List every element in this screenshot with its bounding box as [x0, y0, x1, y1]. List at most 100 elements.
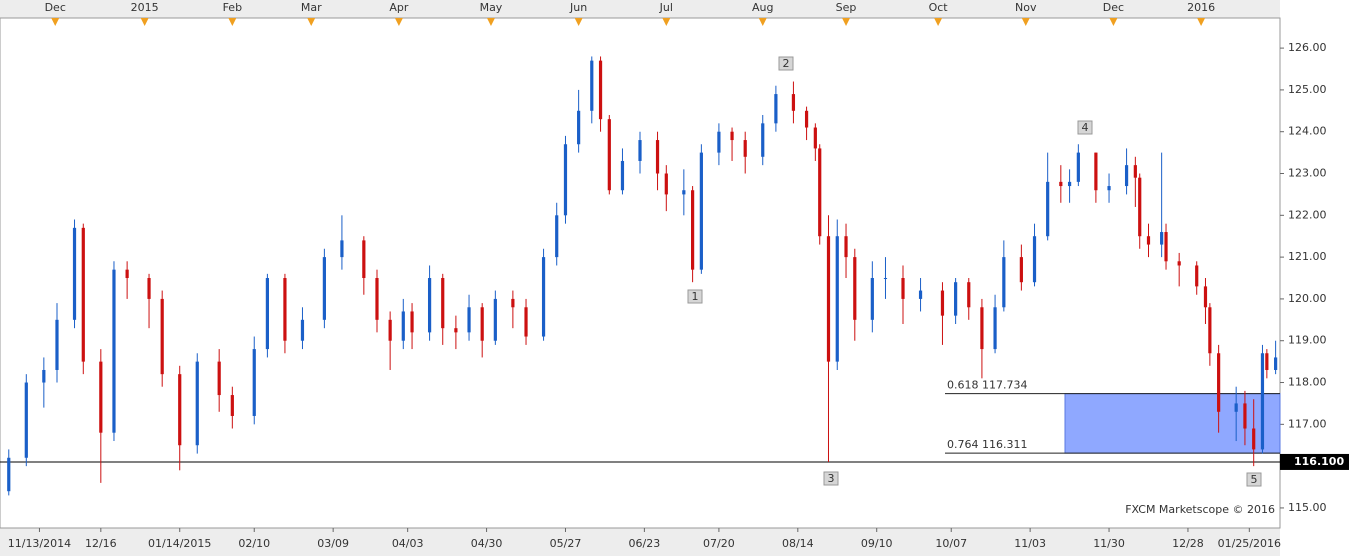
- candle-body: [730, 131, 734, 141]
- top-tick-label: 2015: [131, 1, 159, 14]
- candle-body: [804, 110, 809, 128]
- wave-label: 2: [783, 57, 790, 70]
- candle-body: [493, 298, 497, 341]
- candle-body: [1274, 357, 1278, 370]
- top-tick-label: Apr: [389, 1, 409, 14]
- wave-box: [1077, 120, 1093, 135]
- candle-body: [590, 60, 594, 111]
- y-tick-label: 123.00: [1288, 167, 1327, 180]
- top-tick-marker: [758, 18, 767, 26]
- top-tick-marker: [1021, 18, 1030, 26]
- candle-body: [1107, 186, 1111, 191]
- y-tick-label: 122.00: [1288, 208, 1327, 221]
- candle-body: [340, 240, 344, 258]
- candle-body: [761, 123, 765, 157]
- candle-body: [563, 144, 568, 216]
- y-tick-label: 118.00: [1288, 376, 1327, 389]
- x-tick-label: 07/20: [703, 537, 735, 550]
- candle-body: [691, 190, 695, 270]
- candle-body: [42, 369, 46, 383]
- top-tick-label: Feb: [223, 1, 242, 14]
- candle-body: [918, 290, 923, 299]
- x-tick-label: 12/28: [1172, 537, 1204, 550]
- x-tick-label: 03/09: [317, 537, 349, 550]
- y-tick-label: 117.00: [1288, 417, 1327, 430]
- top-tick-label: Oct: [929, 1, 949, 14]
- fib-label: 0.618 117.734: [947, 379, 1027, 392]
- top-tick-marker: [307, 18, 316, 26]
- candle-body: [901, 278, 905, 299]
- candle-body: [1265, 353, 1269, 370]
- wave-label: 3: [828, 472, 835, 485]
- candle-body: [967, 282, 971, 308]
- candle-body: [774, 94, 778, 124]
- wave-box: [778, 56, 794, 71]
- candle-body: [883, 278, 888, 280]
- candle-body: [322, 257, 326, 320]
- candle-body: [655, 140, 660, 174]
- candle-body: [1164, 232, 1168, 262]
- candle-body: [112, 269, 116, 433]
- candle-body: [1217, 353, 1221, 412]
- candle-body: [1203, 286, 1208, 308]
- x-tick-label: 10/07: [935, 537, 967, 550]
- candle-body: [1195, 265, 1199, 287]
- candle-body: [1046, 181, 1050, 237]
- x-tick-label: 11/13/2014: [8, 537, 71, 550]
- candle-body: [1019, 257, 1023, 283]
- candle-body: [954, 282, 958, 316]
- wave-label: 1: [692, 290, 699, 303]
- x-tick-label: 05/27: [550, 537, 582, 550]
- y-tick-label: 120.00: [1288, 292, 1327, 305]
- candle-body: [699, 152, 703, 270]
- candle-body: [230, 395, 234, 416]
- candle-body: [993, 307, 997, 350]
- candle-body: [1234, 403, 1238, 412]
- candle-body: [1208, 307, 1212, 354]
- candle-body: [1160, 232, 1164, 245]
- top-tick-label: Dec: [1103, 1, 1124, 14]
- x-tick-label: 01/25/2016: [1218, 537, 1281, 550]
- top-tick-label: Sep: [836, 1, 857, 14]
- bottom-axis: [0, 528, 1280, 556]
- candle-body: [24, 382, 28, 458]
- top-tick-label: Nov: [1015, 1, 1037, 14]
- candle-body: [388, 319, 392, 341]
- candle-body: [401, 311, 405, 341]
- candle-body: [682, 190, 686, 195]
- price-tag-label: 116.100: [1294, 455, 1344, 468]
- wave-box: [1246, 472, 1262, 487]
- top-tick-marker: [1109, 18, 1118, 26]
- top-tick-marker: [140, 18, 149, 26]
- candle-body: [1002, 257, 1006, 308]
- wave-label: 5: [1251, 473, 1258, 486]
- top-tick-marker: [228, 18, 237, 26]
- fib-zone: [1064, 393, 1281, 454]
- candle-body: [511, 298, 515, 308]
- candle-body: [283, 278, 287, 341]
- candle-body: [441, 278, 445, 329]
- top-axis: [0, 0, 1280, 18]
- candle-body: [1059, 181, 1063, 187]
- candle-body: [480, 307, 484, 341]
- candle-body: [555, 215, 559, 258]
- candle-body: [454, 328, 458, 333]
- watermark: FXCM Marketscope © 2016: [1125, 503, 1275, 516]
- top-tick-marker: [394, 18, 403, 26]
- candle-body: [638, 140, 642, 161]
- candle-body: [853, 257, 857, 320]
- plot-frame: [0, 17, 1281, 529]
- candle-body: [300, 319, 305, 341]
- top-tick-marker: [1197, 18, 1206, 26]
- candle-body: [577, 110, 581, 145]
- candle-body: [1243, 403, 1247, 429]
- wave-box: [687, 289, 703, 304]
- candle-body: [717, 131, 721, 153]
- fib-label: 0.764 116.311: [947, 438, 1027, 451]
- candle-body: [813, 127, 817, 149]
- candle-body: [467, 307, 471, 333]
- candle-body: [844, 236, 848, 258]
- candle-body: [743, 140, 747, 157]
- candle-body: [217, 361, 221, 396]
